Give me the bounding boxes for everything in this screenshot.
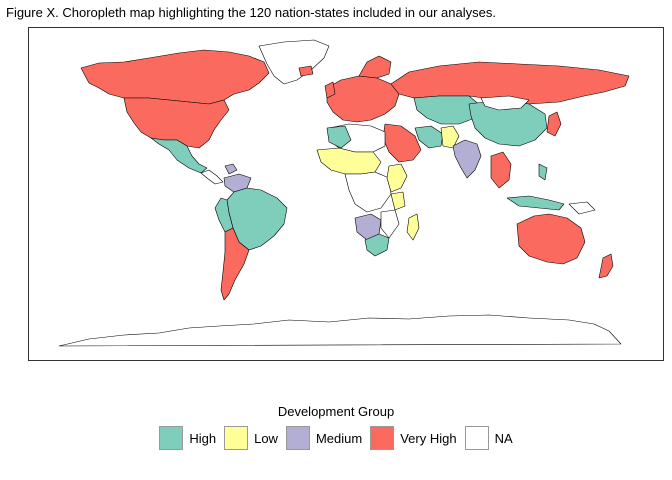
scandinavia (358, 55, 392, 79)
legend-item: High (159, 426, 216, 450)
mongolia (480, 95, 530, 111)
map-panel (28, 27, 664, 361)
legend-swatch (159, 426, 184, 450)
legend-items: High Low Medium Very High NA (0, 426, 672, 450)
uk (324, 81, 336, 99)
iceland (298, 65, 314, 77)
figure-caption: Figure X. Choropleth map highlighting th… (6, 5, 496, 20)
kazakhstan (413, 95, 482, 125)
indonesia (506, 195, 565, 211)
legend-swatch (224, 426, 249, 450)
canada (80, 49, 270, 105)
central-america (200, 169, 224, 185)
japan (546, 111, 562, 137)
iran (414, 125, 444, 149)
legend-swatch (285, 426, 310, 450)
legend-label: Low (254, 430, 278, 446)
sahel (316, 147, 382, 175)
world-map (58, 39, 630, 347)
legend-item: NA (464, 426, 513, 450)
legend-label: Medium (315, 430, 363, 446)
pakistan-afghanistan (440, 125, 460, 149)
algeria (326, 125, 352, 149)
australia (516, 213, 586, 265)
south-africa (364, 233, 390, 257)
central-africa (344, 171, 392, 213)
legend-label: High (189, 430, 217, 446)
mexico (150, 137, 208, 174)
legend-title: Development Group (277, 404, 395, 419)
legend-label: Very High (400, 430, 457, 446)
philippines (538, 163, 548, 181)
new-zealand (598, 253, 614, 279)
legend-item: Low (224, 426, 278, 450)
usa (123, 97, 230, 149)
legend-item: Medium (285, 426, 363, 450)
peru-bolivia (214, 197, 234, 233)
madagascar (406, 213, 420, 241)
legend-label: NA (494, 430, 513, 446)
argentina-chile (220, 227, 250, 301)
southeast-asia (490, 151, 512, 189)
caribbean (224, 163, 238, 175)
mozambique (380, 209, 400, 239)
greenland (258, 39, 330, 85)
legend: Development Group High Low Medium Very High… (0, 404, 672, 450)
papua-new-guinea (568, 201, 596, 215)
legend-swatch (464, 426, 489, 450)
tanzania (390, 191, 406, 211)
antarctica (58, 314, 622, 347)
europe (326, 75, 400, 123)
india (452, 139, 482, 179)
legend-item: Very High (370, 426, 457, 450)
east-africa (386, 163, 408, 193)
legend-swatch (370, 426, 395, 450)
